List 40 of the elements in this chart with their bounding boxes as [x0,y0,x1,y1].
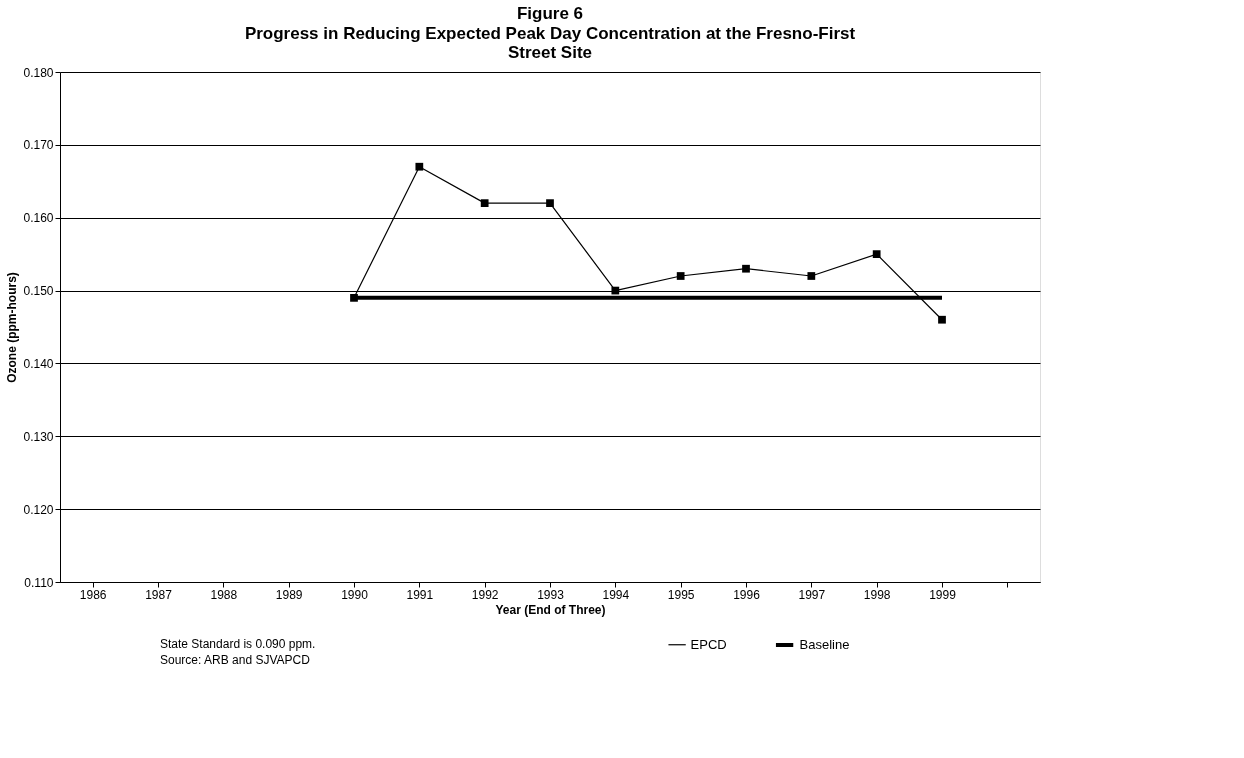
point [676,272,685,280]
source-note: Source: ARB and SJVAPCD [160,653,311,667]
point [415,162,424,171]
x-tick-label: 1986 [79,587,107,602]
x-tick-label: 1988 [210,587,238,602]
point [480,199,489,208]
y-axis-title: Ozone (ppm-hours) [5,272,20,383]
x-tick-label: 1991 [406,587,434,602]
point [546,199,554,208]
point [807,272,816,280]
x-tick-label: 1998 [863,587,891,602]
y-tick-label: 0.140 [23,356,54,371]
y-tick-label: 0.180 [23,65,54,80]
x-tick-label: 1990 [341,587,369,602]
point [742,264,750,273]
x-tick-label: 1993 [537,587,565,602]
x-tick-label: 1995 [667,587,695,602]
y-tick-label: 0.160 [23,211,54,226]
y-tick-label: 0.110 [24,575,54,590]
point [350,293,358,302]
x-tick-label: 1989 [275,587,303,602]
y-tick-label: 0.150 [23,284,54,299]
x-tick-label: 1999 [929,587,957,602]
legend-label: Baseline [799,637,850,652]
chart-subtitle: Progress in Reducing Expected Peak Day Concentration at the Fresno-First Street Site [244,24,856,62]
point [611,286,620,295]
x-tick-label: 1987 [145,587,173,602]
x-tick-label: 1996 [733,587,761,602]
x-axis-title: Year (End of Three) [495,602,606,617]
point [872,250,881,259]
x-tick-label: 1994 [602,587,630,602]
legend-label: EPCD [690,636,727,652]
x-tick-label: 1992 [471,587,499,602]
y-tick-label: 0.120 [23,502,54,517]
y-tick-label: 0.170 [23,138,54,153]
chart-title: Figure 6 [516,4,584,23]
x-tick-label: 1997 [798,587,826,602]
y-tick-label: 0.130 [23,429,54,444]
text: State Standard is 0.090 ppm. [160,637,316,651]
point [938,315,946,324]
